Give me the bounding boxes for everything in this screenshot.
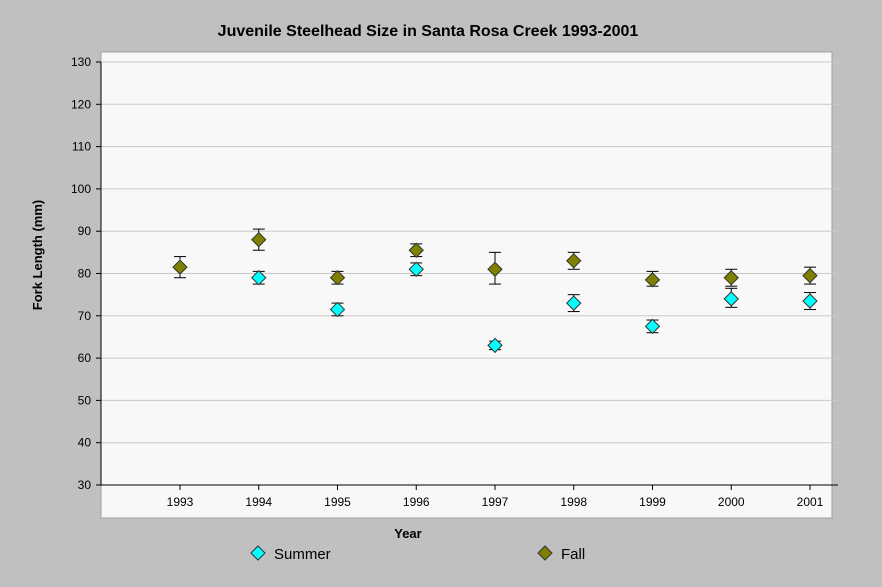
data-point-fall xyxy=(802,267,818,284)
data-point-summer xyxy=(723,291,739,307)
legend-label-fall: Fall xyxy=(561,546,585,563)
y-tick-label: 70 xyxy=(78,309,92,323)
y-tick-label: 130 xyxy=(71,55,91,69)
data-point-fall xyxy=(329,270,346,286)
x-tick-label: 1999 xyxy=(639,495,666,509)
data-point-summer xyxy=(251,270,267,286)
y-tick-label: 80 xyxy=(78,267,92,281)
x-tick-label: 2001 xyxy=(797,495,824,509)
data-point-summer xyxy=(408,261,424,277)
x-tick-label: 1993 xyxy=(167,495,194,509)
y-tick-label: 40 xyxy=(78,436,92,450)
y-axis-label: Fork Length (mm) xyxy=(30,200,45,311)
x-tick-label: 1997 xyxy=(482,495,509,509)
x-tick-label: 1995 xyxy=(324,495,351,509)
x-tick-label: 2000 xyxy=(718,495,745,509)
tick-layer: 30 40 50 60 70 80 90 100 110 120 130 1993 1994 1995 19… xyxy=(71,55,824,509)
x-tick-label: 1994 xyxy=(245,495,272,509)
y-tick-label: 50 xyxy=(78,393,92,407)
x-tick-label: 1998 xyxy=(560,495,587,509)
y-tick-label: 60 xyxy=(78,351,92,365)
grid-layer xyxy=(101,61,838,444)
data-point-summer xyxy=(644,318,661,335)
y-tick-label: 110 xyxy=(72,140,91,154)
legend: Summer Fall xyxy=(250,545,585,563)
data-point-fall xyxy=(487,261,503,277)
chart-title: Juvenile Steelhead Size in Santa Rosa Cr… xyxy=(218,23,639,40)
data-point-fall xyxy=(644,272,661,288)
data-point-summer xyxy=(329,301,346,318)
legend-label-summer: Summer xyxy=(274,546,331,563)
data-point-fall xyxy=(172,259,188,275)
y-tick-label: 90 xyxy=(78,224,92,238)
plot-background xyxy=(100,51,833,519)
y-tick-label: 30 xyxy=(78,478,92,492)
y-tick-label: 100 xyxy=(71,182,91,196)
data-point-summer xyxy=(566,295,582,311)
data-point-summer xyxy=(487,337,503,354)
data-point-fall xyxy=(566,253,582,269)
data-point-fall xyxy=(251,231,267,248)
x-tick-label: 1996 xyxy=(403,495,430,509)
data-point-fall xyxy=(408,242,424,258)
y-tick-label: 120 xyxy=(71,97,91,111)
data-layer xyxy=(172,228,818,354)
legend-marker-fall xyxy=(537,545,553,561)
data-point-fall xyxy=(723,270,739,286)
legend-marker-summer xyxy=(250,545,266,561)
x-axis-label: Year xyxy=(394,526,421,541)
data-point-summer xyxy=(802,293,818,309)
